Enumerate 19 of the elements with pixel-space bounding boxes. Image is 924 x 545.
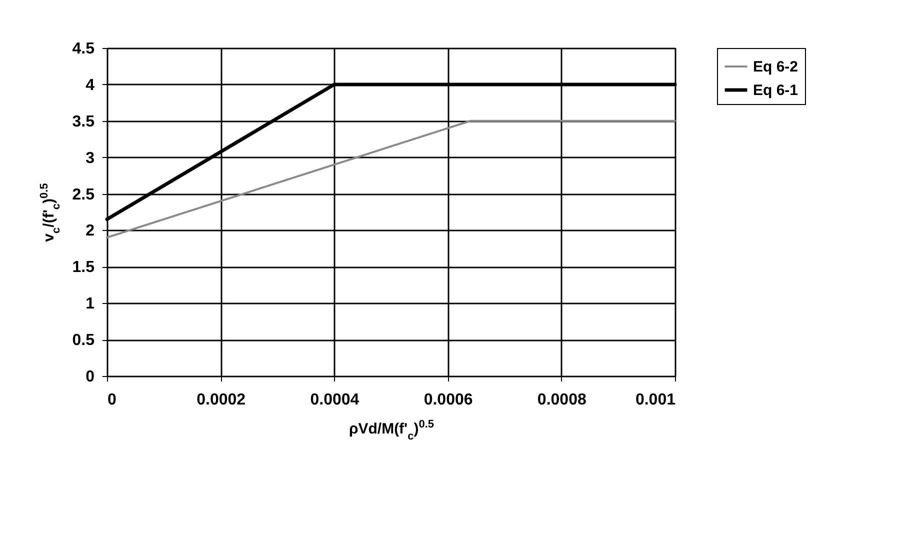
x-tick-label: 0.001 (635, 392, 676, 408)
y-tick-label: 1 (86, 296, 95, 313)
legend-label: Eq 6-1 (753, 82, 798, 99)
y-tick-label: 4 (86, 76, 95, 94)
x-tick-label: 0.0002 (196, 392, 246, 408)
y-tick-label: 3 (86, 150, 95, 167)
y-tick-label: 2 (86, 222, 95, 240)
x-axis-title: ρVd/M(f'$_{c}$)$^{0.5}$ (348, 418, 434, 442)
x-tick-label: 0.0008 (537, 392, 586, 408)
y-tick-label: 2.5 (72, 186, 95, 204)
x-tick-label: 0.0004 (310, 392, 360, 408)
x-tick-label: 0 (108, 392, 116, 408)
legend-label: Eq 6-2 (753, 58, 798, 76)
y-tick-label: 4.5 (72, 40, 95, 58)
y-tick-label: 3.5 (72, 113, 95, 130)
y-tick-label: 1.5 (72, 259, 95, 276)
x-tick-label: 0.0006 (424, 392, 473, 408)
y-tick-label: 0 (86, 368, 95, 386)
y-tick-label: 0.5 (72, 332, 95, 350)
